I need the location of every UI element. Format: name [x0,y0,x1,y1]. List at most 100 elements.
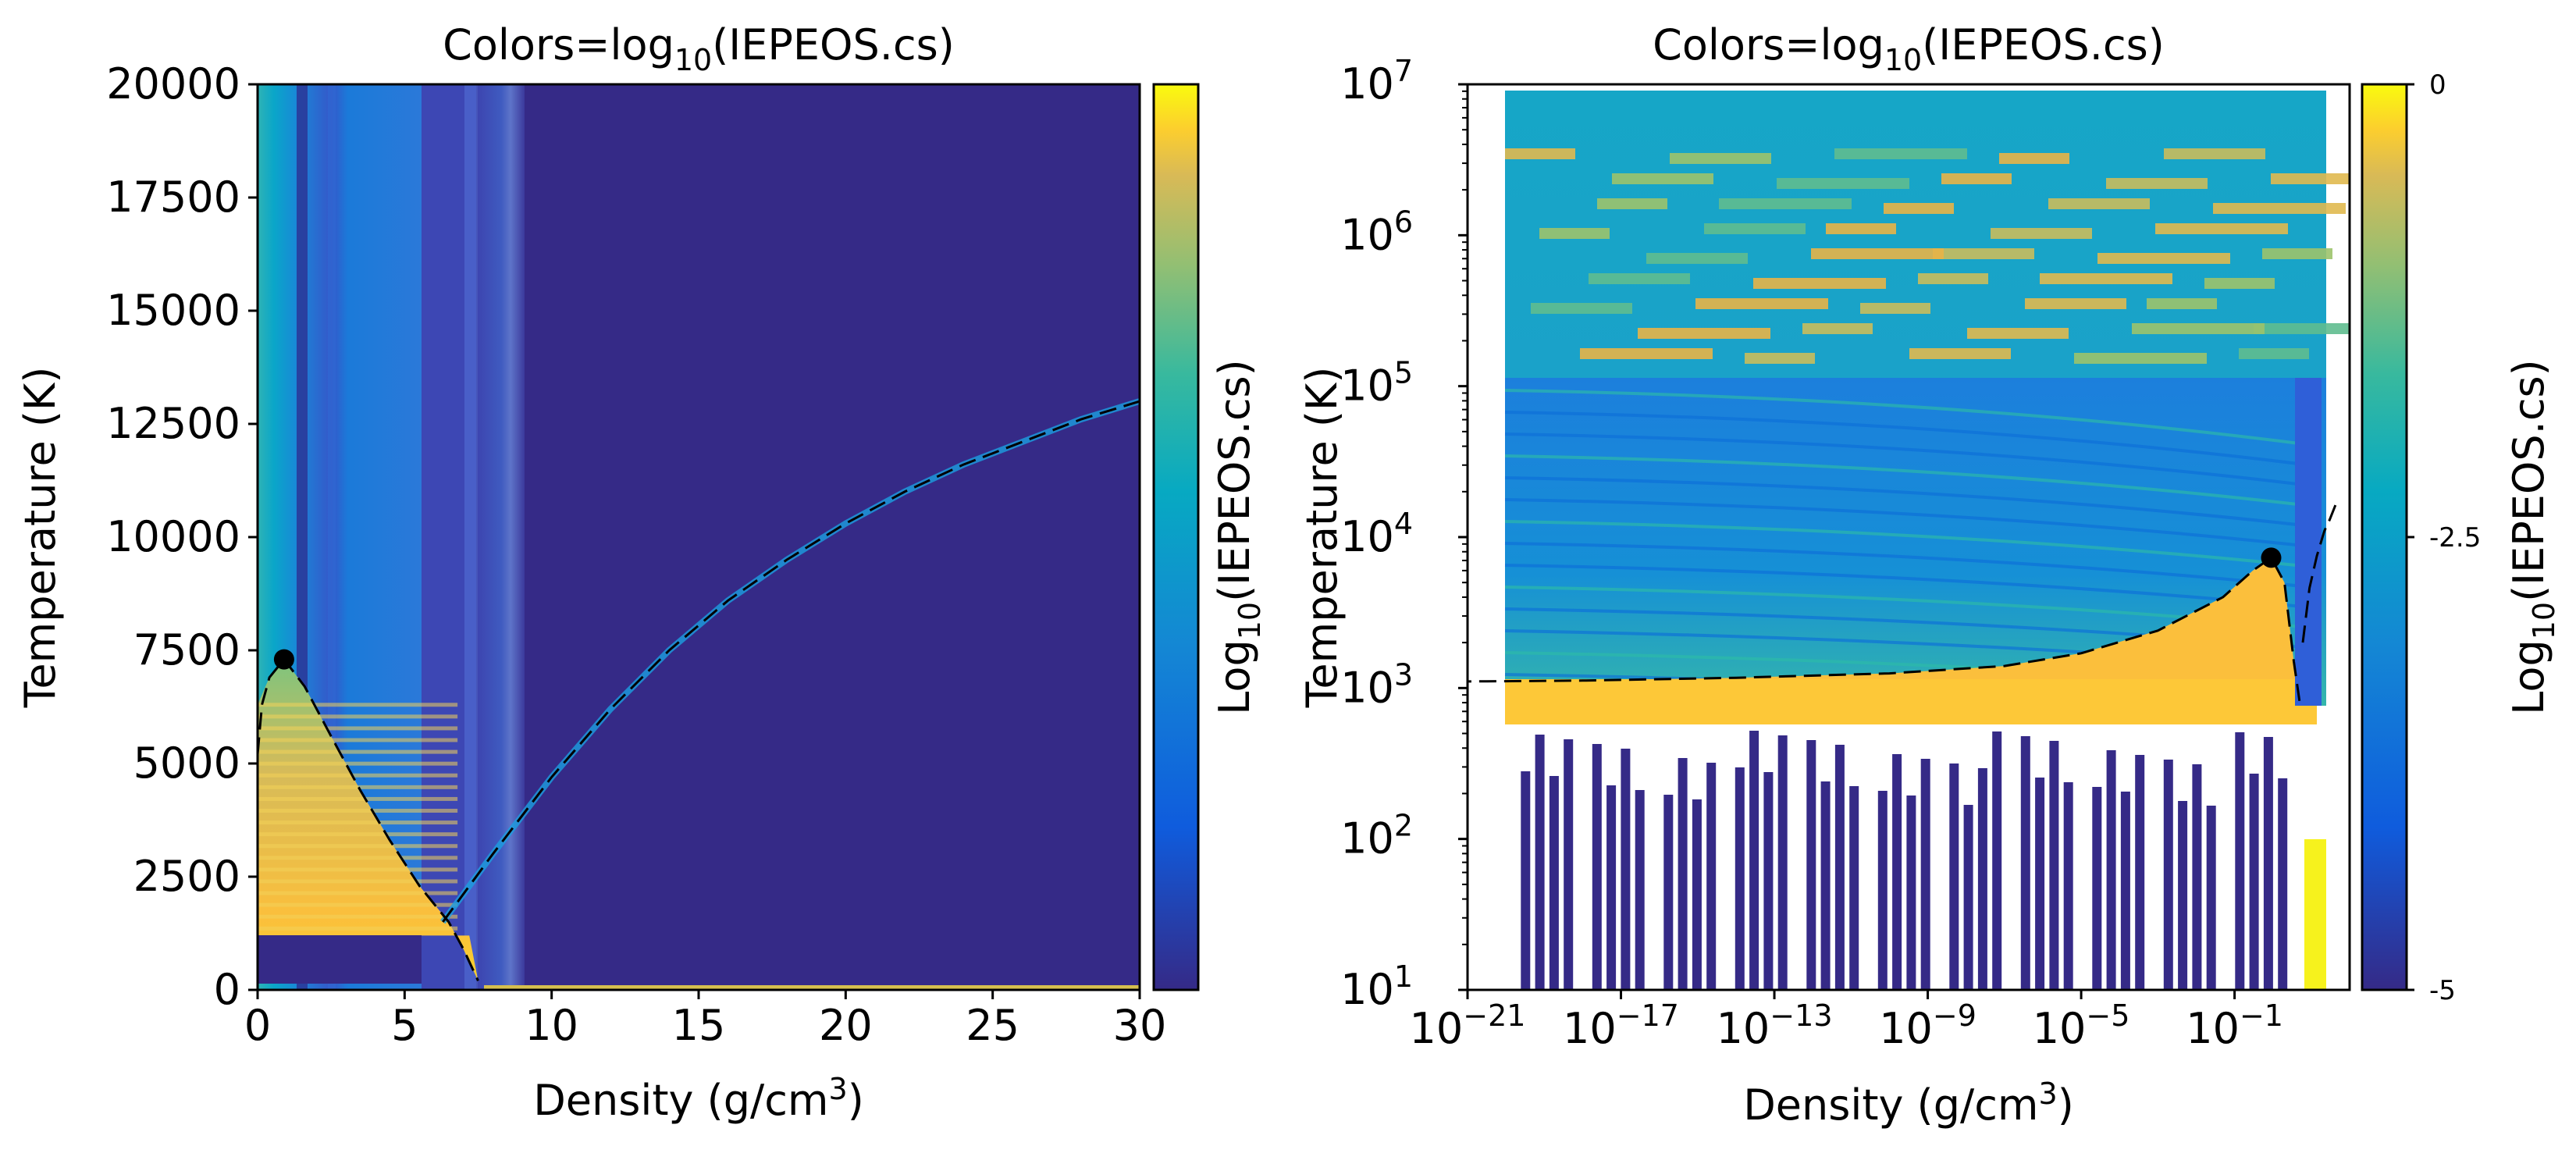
liquid-stripe [258,844,458,849]
x-tick-label: 30 [1113,1001,1167,1050]
right-title: Colors=log10(IEPEOS.cs) [1653,20,2165,77]
left-y-label: Temperature (K) [16,367,65,709]
high-temp-stripe [2254,323,2350,334]
high-temp-stripe [1612,173,1713,184]
high-temp-stripe [1909,348,2011,359]
left-colorbar-label: Log10(IEPEOS.cs) [1210,359,1267,714]
low-temp-bar [2135,755,2145,990]
y-tick-label: 12500 [106,399,240,448]
low-temp-bar [2035,778,2045,990]
low-temp-bar [2092,787,2102,990]
liquid-stripe [258,879,458,884]
high-temp-stripe [2097,253,2230,264]
y-tick-label: 0 [214,965,240,1014]
high-temp-stripe [1646,253,1748,264]
liquid-stripe [258,926,458,931]
x-tick-label: 25 [966,1001,1019,1050]
low-temp-bar [2120,792,2130,990]
y-tick-label: 2500 [133,852,240,901]
left-x-label: Density (g/cm3) [533,1072,864,1125]
colorbar-tick-label: -5 [2429,975,2456,1006]
high-temp-stripe [1580,348,1713,359]
liquid-stripe [258,914,458,919]
low-temp-bar [1564,739,1574,990]
y-tick-label: 106 [1340,205,1413,259]
low-temp-bar [1877,791,1888,990]
low-temp-bar [1706,763,1717,990]
right-panel: 10−21 10−17 10−13 10−9 10−5 10−1 101 102 103 104… [1297,20,2561,1130]
x-tick-label: 10−9 [1879,998,1976,1053]
liquid-stripes [258,703,458,931]
left-y-ticks: 0 2500 5000 7500 10000 12500 15000 17500 20000 [106,59,258,1014]
low-temp-bar [1521,771,1531,990]
high-temp-stripe [2204,278,2275,289]
low-temp-bar [2235,732,2245,990]
x-tick-label: 10−21 [1410,998,1526,1053]
low-temp-bar [1963,805,1973,990]
high-temp-stripe [1539,228,1610,239]
solid-region-low [258,935,422,984]
low-temp-bar [1892,754,1902,990]
liquid-stripe [258,832,458,837]
high-temp-stripe [2025,298,2126,309]
x-tick-label: 10 [525,1001,578,1050]
high-temp-stripe [2048,198,2150,209]
low-temp-bar [1606,785,1617,990]
high-temp-stripe [1777,178,1909,189]
mid-temp-stripe [1504,542,2311,589]
x-tick-label: 10−13 [1717,998,1833,1053]
low-temp-bar [1906,795,1916,990]
y-tick-label: 103 [1340,657,1413,712]
critical-point [273,649,294,670]
high-temp-stripes [1505,148,2350,364]
high-temp-stripe [2147,298,2217,309]
low-temp-bar [1678,758,1688,990]
high-temp-stripe [2074,353,2207,364]
low-temp-bar [1735,767,1745,990]
liquid-stripe [258,738,458,742]
low-temp-bar [1621,749,1631,990]
liquid-stripe [258,891,458,895]
y-tick-label: 105 [1340,356,1413,411]
melting-curve [442,400,1140,923]
mid-temp-stripe [1504,564,2311,609]
liquid-region [1506,557,2300,703]
liquid-band [1505,679,2317,724]
liquid-stripe [258,867,458,872]
low-temp-bar [1592,744,1602,990]
mid-temp-stripe [1504,476,2311,528]
low-temp-bar [2178,801,2188,990]
liquid-stripe [258,902,458,907]
high-temp-stripe [2271,173,2350,184]
high-temp-stripe [1884,203,1954,214]
liquid-stripe [258,761,458,766]
y-tick-label: 102 [1340,809,1413,863]
low-temp-bar [1806,740,1816,990]
low-temp-bar [2163,760,2173,990]
high-temp-stripe [1704,223,1806,234]
high-temp-stripe [2132,323,2265,334]
left-colorbar [1152,83,1200,991]
high-temp-stripe [1589,273,1690,284]
x-tick-label: 10−1 [2186,998,2283,1053]
high-temp-stripe [1941,173,2012,184]
low-temp-bar [1535,735,1545,990]
low-temp-bar [1992,731,2002,990]
low-temp-bar [1635,790,1645,990]
mid-temp-stripe [1504,411,2311,467]
low-temp-bar [2192,764,2202,990]
high-temp-stripe [1719,198,1852,209]
high-temp-stripe [1597,198,1667,209]
mid-temp-stripe [1504,389,2311,447]
y-tick-label: 107 [1340,54,1413,109]
y-tick-label: 101 [1340,959,1413,1014]
y-tick-label: 5000 [133,739,240,788]
liquid-stripe [258,726,458,731]
right-y-ticks: 101 102 103 104 105 106 107 [1340,54,1468,1014]
high-temp-stripe [1860,303,1930,314]
liquid-stripe [258,856,458,860]
low-temp-bar [1977,768,1987,990]
low-temp-bar [2020,736,2030,990]
liquid-stripe [258,749,458,754]
low-temp-bar [1749,731,1759,990]
